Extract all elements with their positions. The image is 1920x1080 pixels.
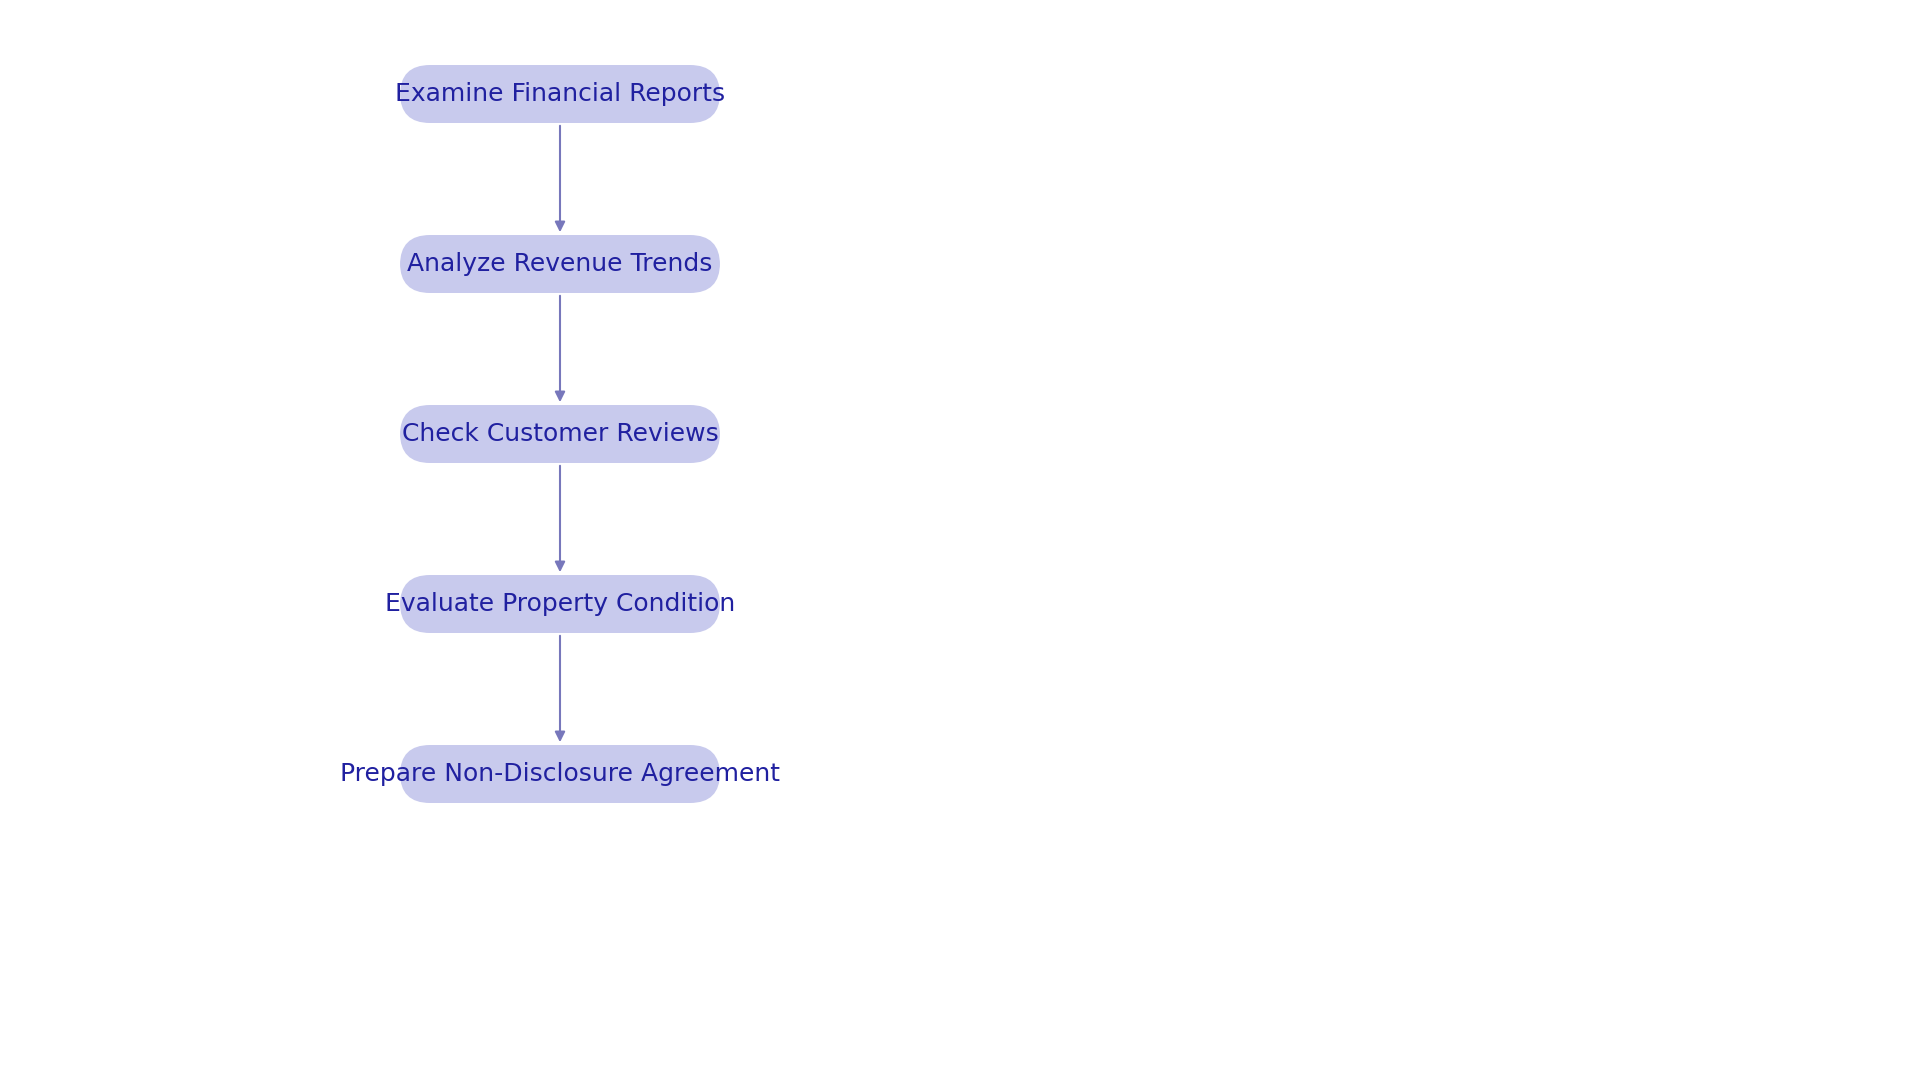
Text: Examine Financial Reports: Examine Financial Reports: [396, 82, 726, 106]
FancyBboxPatch shape: [399, 575, 720, 633]
Text: Evaluate Property Condition: Evaluate Property Condition: [384, 592, 735, 616]
Text: Analyze Revenue Trends: Analyze Revenue Trends: [407, 252, 712, 276]
FancyBboxPatch shape: [399, 235, 720, 293]
Text: Prepare Non-Disclosure Agreement: Prepare Non-Disclosure Agreement: [340, 762, 780, 786]
Text: Check Customer Reviews: Check Customer Reviews: [401, 422, 718, 446]
FancyBboxPatch shape: [399, 405, 720, 463]
FancyBboxPatch shape: [399, 65, 720, 123]
FancyBboxPatch shape: [399, 745, 720, 804]
